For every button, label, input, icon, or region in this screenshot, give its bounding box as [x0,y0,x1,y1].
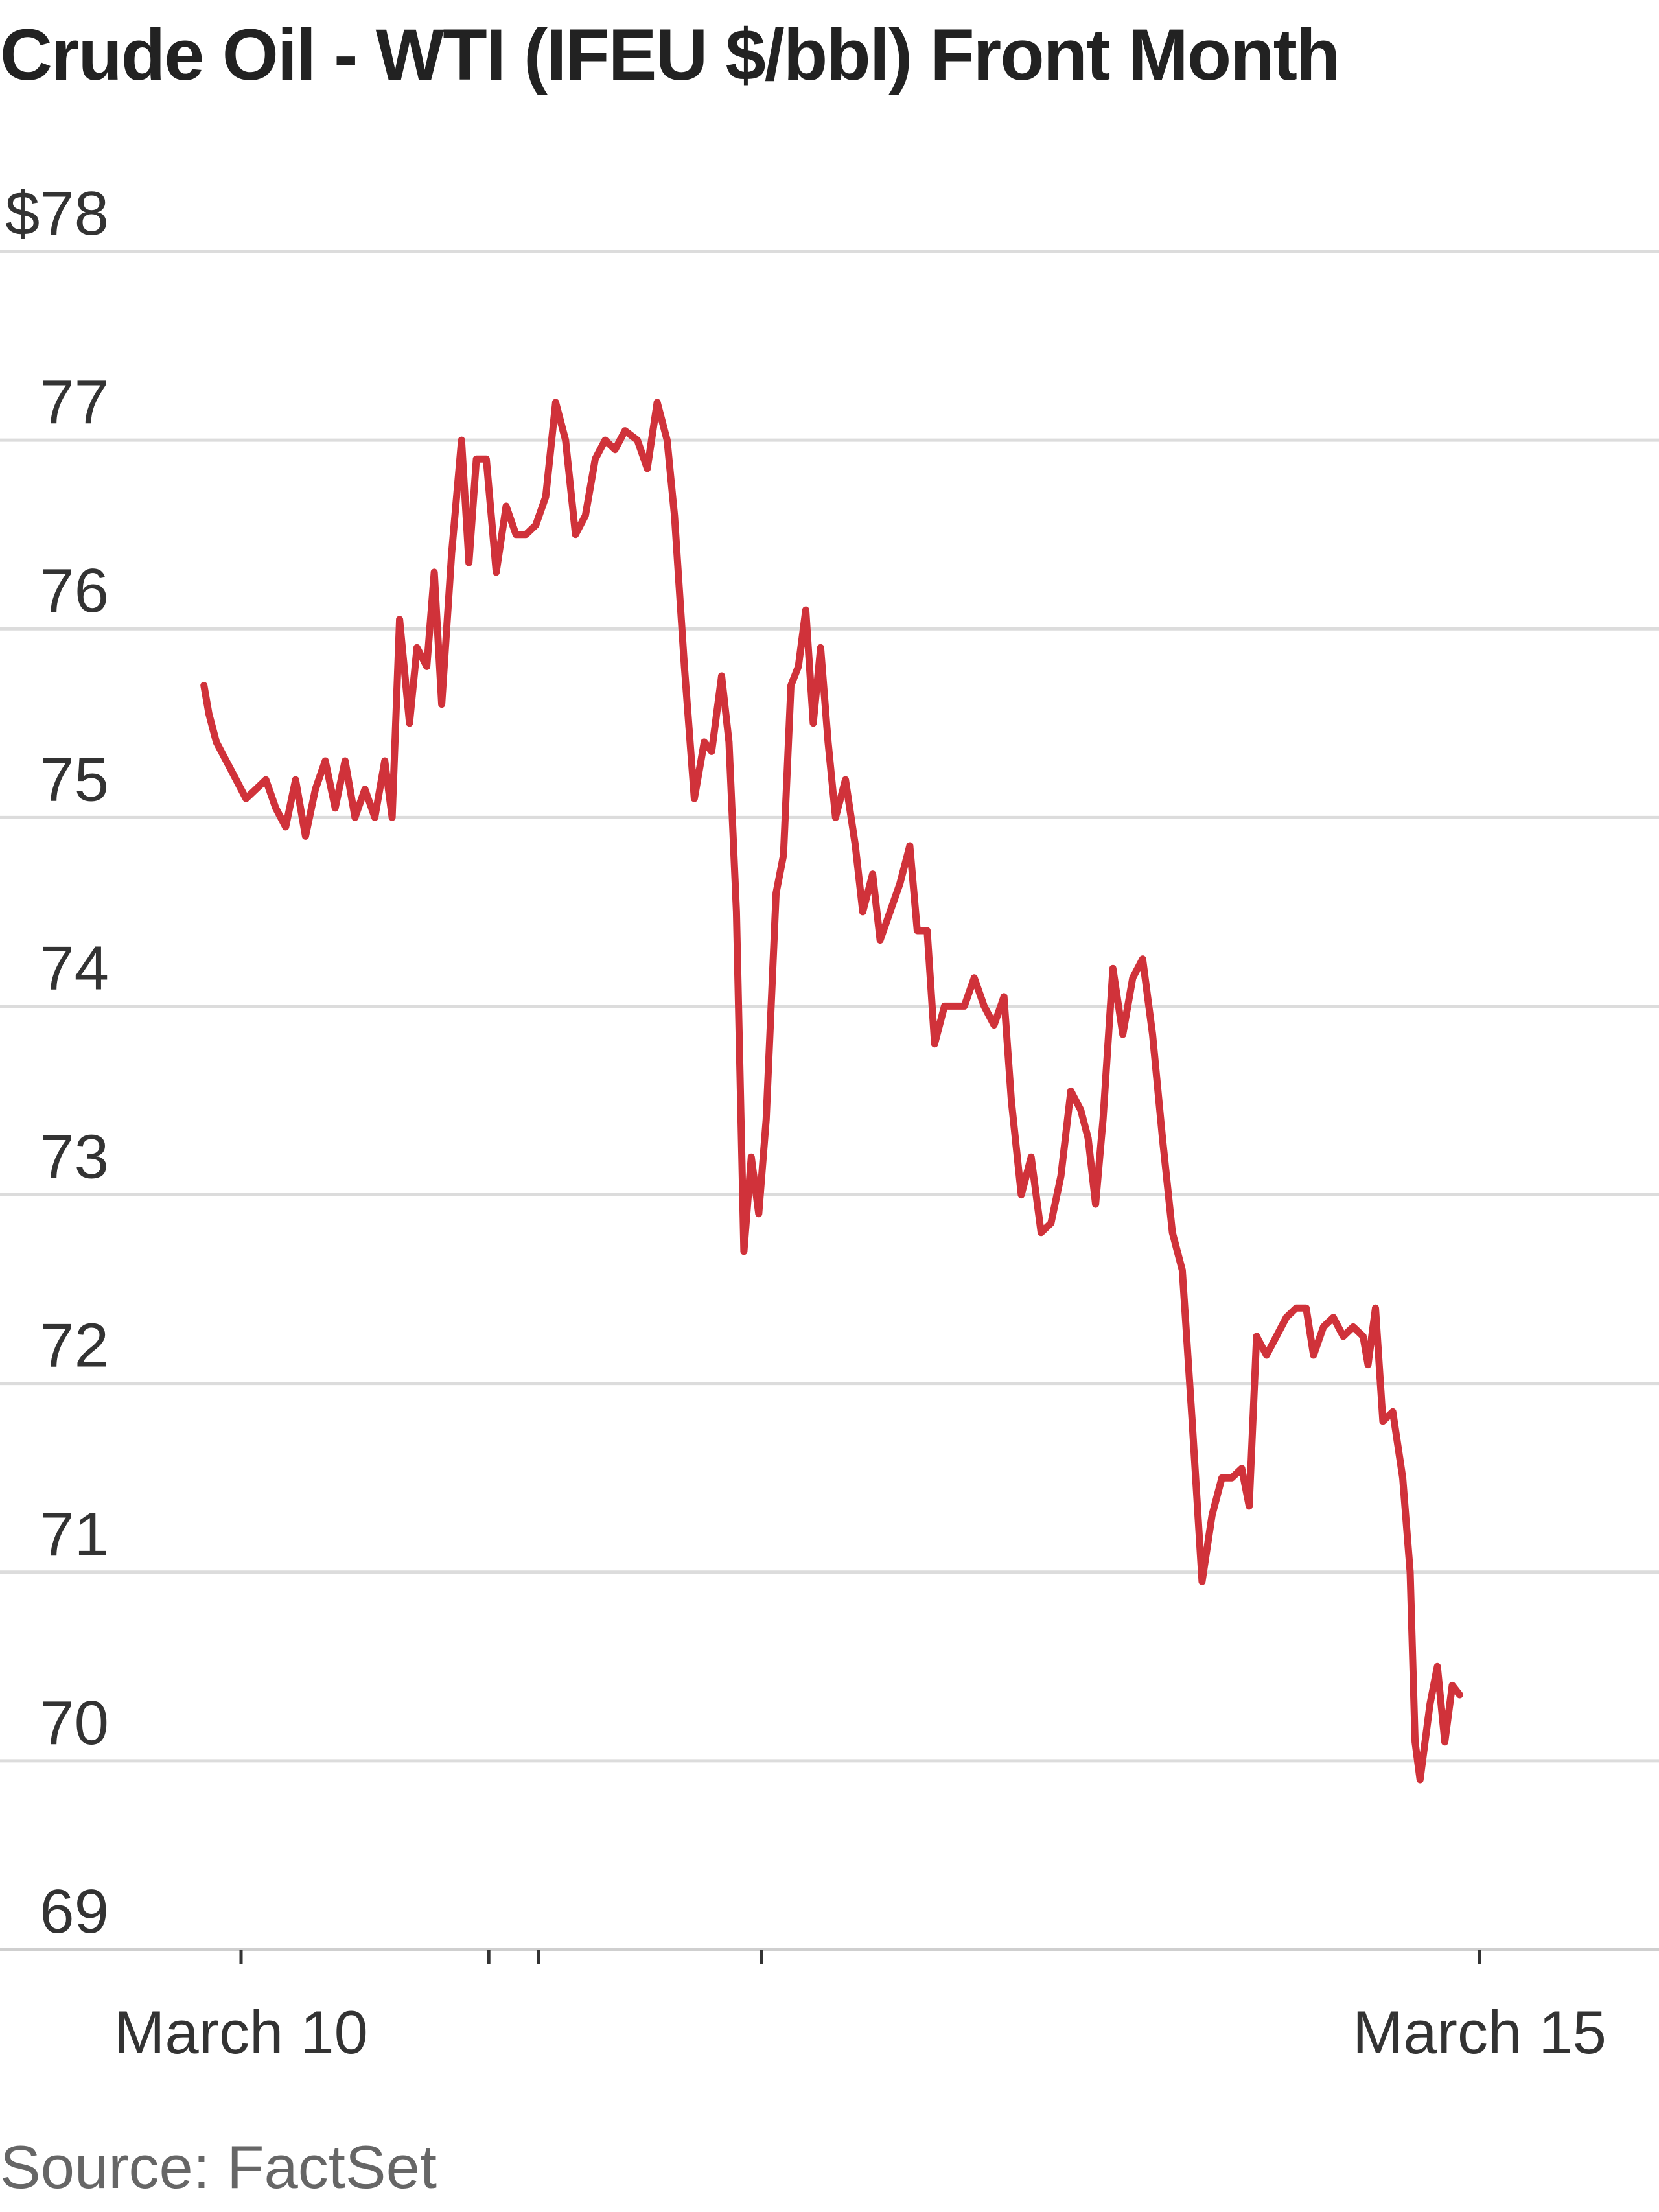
x-tick-label: March 15 [1352,1998,1607,2066]
series-layer [200,399,1463,1784]
y-tick-label: 71 [40,1500,109,1569]
y-axis-tick-labels: $78 77 76 75 74 73 72 71 70 69 [5,179,109,1946]
price-series-line [200,399,1463,1784]
y-tick-label: 69 [40,1877,109,1946]
y-tick-label: 70 [40,1688,109,1758]
y-tick-label: 76 [40,556,109,625]
source-note: Source: FactSet [0,2133,437,2201]
y-tick-label: 75 [40,745,109,814]
x-tick-label: March 10 [114,1998,368,2066]
x-axis-ticks: March 10 March 15 [114,1950,1607,2066]
y-tick-label: 73 [40,1123,109,1192]
gridlines [0,250,1659,1951]
y-tick-label: 72 [40,1311,109,1380]
y-tick-label: 77 [40,367,109,437]
chart-title: Crude Oil - WTI (IFEU $/bbl) Front Month [0,14,1340,95]
y-tick-label: 74 [40,933,109,1003]
y-tick-label: $78 [5,179,109,248]
